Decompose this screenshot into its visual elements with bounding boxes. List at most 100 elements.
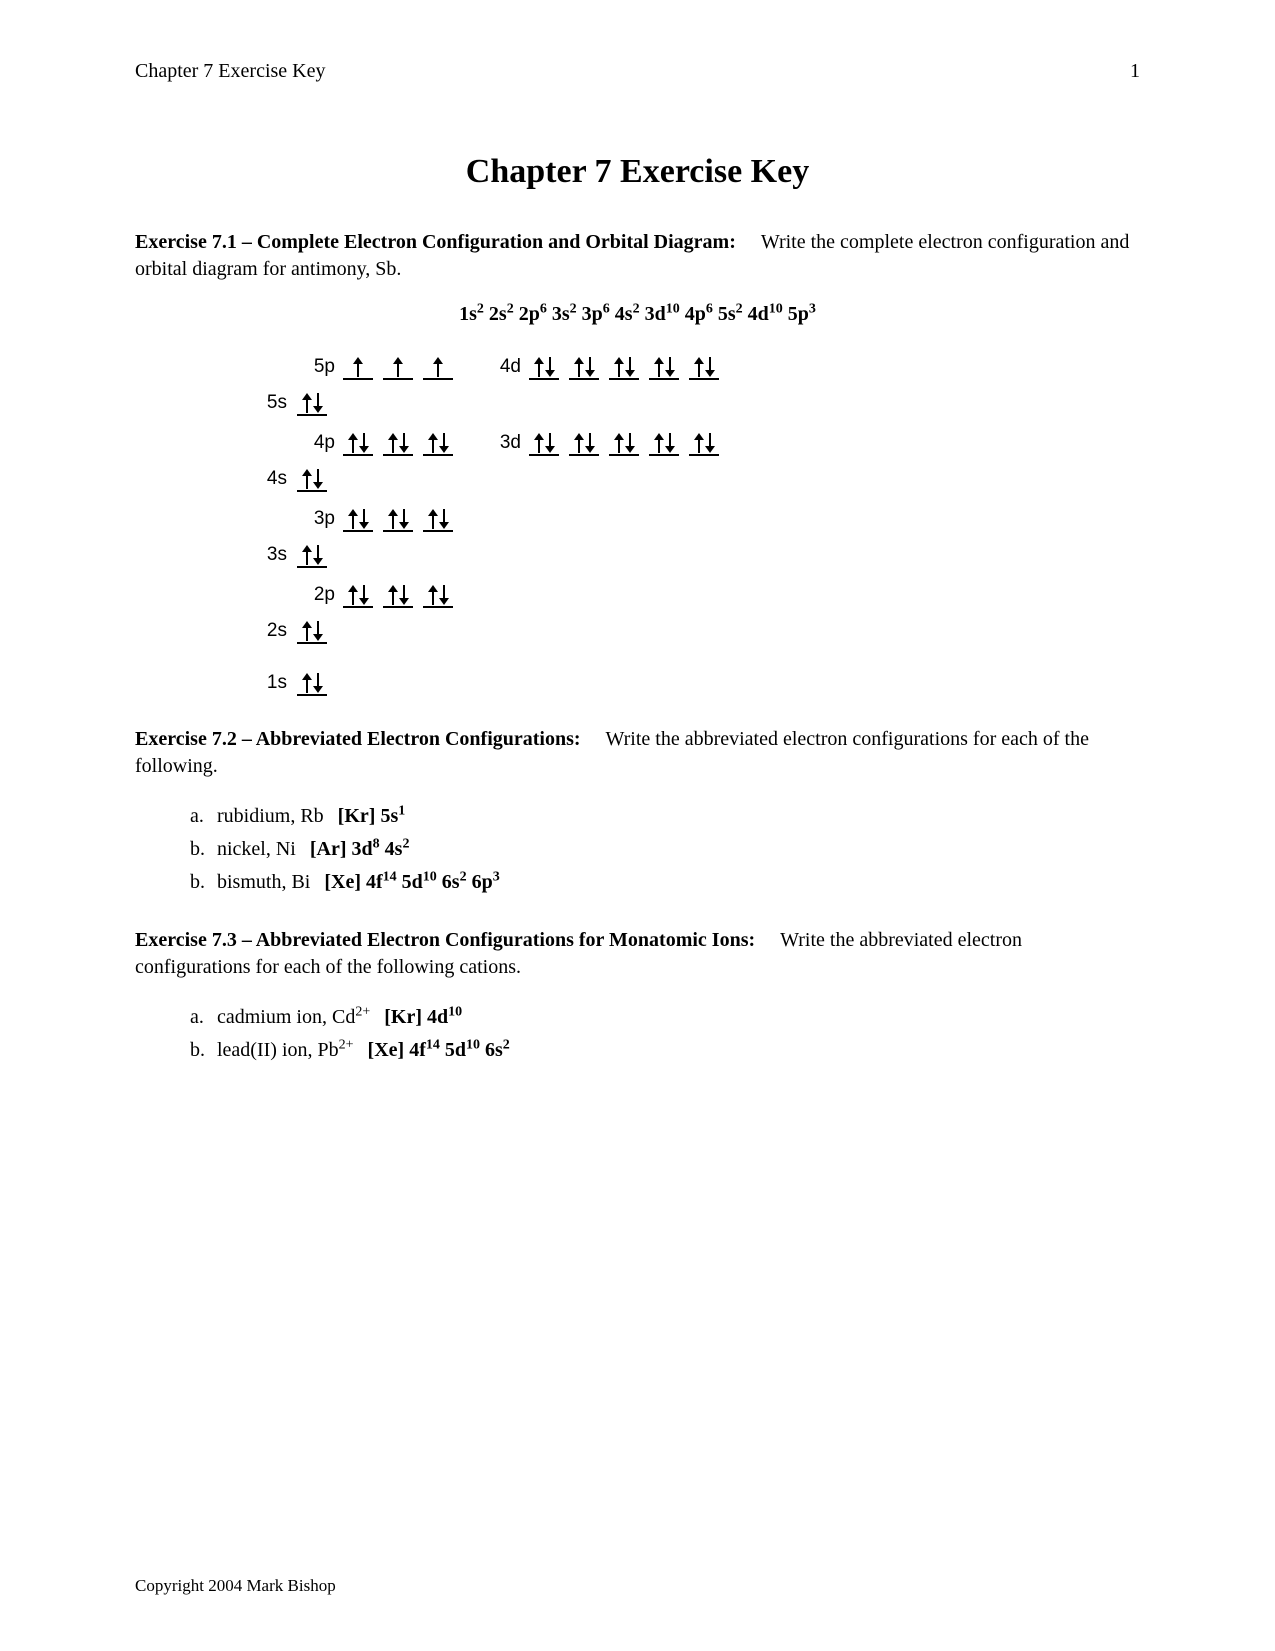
econfig-term: 3d10 — [645, 303, 680, 325]
electron-down-icon — [313, 673, 323, 693]
electron-up-icon — [388, 585, 398, 605]
orbital-label: 4p — [303, 432, 335, 456]
orbital-group — [297, 387, 327, 416]
orbital-diagram: 5p4d5s4p3d4s3p3s2p2s1s — [255, 346, 1140, 696]
exercise-7-2-answers: a. rubidium, Rb [Kr] 5s1 b. nickel, Ni[Ar]… — [190, 800, 1140, 899]
item-letter: b. — [190, 833, 212, 866]
orbital-box — [297, 667, 327, 696]
electron-up-icon — [302, 621, 312, 641]
electron-up-icon — [654, 433, 664, 453]
econfig-term: 5s2 — [718, 303, 743, 325]
header-left: Chapter 7 Exercise Key — [135, 60, 325, 83]
electron-down-icon — [585, 433, 595, 453]
orbital-label: 3d — [489, 432, 521, 456]
exercise-7-3: Exercise 7.3 – Abbreviated Electron Conf… — [135, 927, 1140, 981]
orbital-box — [383, 579, 413, 608]
item-name: nickel, Ni — [217, 838, 296, 860]
orbital-label: 2p — [303, 584, 335, 608]
electron-up-icon — [614, 433, 624, 453]
electron-up-icon — [433, 357, 443, 377]
orbital-row: 4p 3d — [255, 422, 1140, 456]
orbital-box — [343, 579, 373, 608]
econfig-term: 5p3 — [788, 303, 816, 325]
electron-down-icon — [359, 509, 369, 529]
page-header: Chapter 7 Exercise Key 1 — [135, 60, 1140, 83]
orbital-row: 3p — [255, 498, 1140, 532]
orbital-box — [343, 351, 373, 380]
electron-down-icon — [705, 357, 715, 377]
orbital-label: 3p — [303, 508, 335, 532]
orbital-box — [383, 427, 413, 456]
electron-up-icon — [388, 509, 398, 529]
orbital-row: 2p — [255, 574, 1140, 608]
electron-configuration: 1s2 2s2 2p6 3s2 3p6 4s2 3d10 4p6 5s2 4d1… — [135, 303, 1140, 326]
orbital-label: 3s — [255, 544, 289, 568]
econfig-term: 2p6 — [519, 303, 547, 325]
econfig-term: 3p6 — [582, 303, 610, 325]
electron-up-icon — [302, 393, 312, 413]
answer-config: [Xe] 4f14 5d10 6s2 — [368, 1039, 510, 1061]
orbital-group — [529, 351, 719, 380]
orbital-box — [609, 351, 639, 380]
orbital-group — [343, 351, 453, 380]
orbital-label: 1s — [255, 672, 289, 696]
answer-config: [Kr] 5s1 — [338, 805, 406, 827]
orbital-box — [423, 503, 453, 532]
electron-down-icon — [545, 357, 555, 377]
answer-item: a. rubidium, Rb [Kr] 5s1 — [190, 800, 1140, 833]
electron-up-icon — [348, 433, 358, 453]
electron-down-icon — [665, 357, 675, 377]
exercise-title: Exercise 7.1 – Complete Electron Configu… — [135, 231, 736, 253]
electron-up-icon — [388, 433, 398, 453]
orbital-group — [297, 463, 327, 492]
answer-item: b. bismuth, Bi[Xe] 4f14 5d10 6s2 6p3 — [190, 866, 1140, 899]
orbital-box — [569, 351, 599, 380]
orbital-box — [649, 351, 679, 380]
electron-down-icon — [313, 545, 323, 565]
electron-down-icon — [359, 433, 369, 453]
orbital-box — [297, 615, 327, 644]
item-name: lead(II) ion, Pb2+ — [212, 1039, 354, 1061]
electron-down-icon — [625, 357, 635, 377]
electron-up-icon — [348, 509, 358, 529]
orbital-box — [297, 539, 327, 568]
electron-up-icon — [534, 357, 544, 377]
electron-up-icon — [574, 357, 584, 377]
orbital-row: 3s — [255, 534, 1140, 568]
d-orbital-group: 4d — [489, 351, 719, 380]
electron-up-icon — [574, 433, 584, 453]
electron-down-icon — [359, 585, 369, 605]
d-orbital-group: 3d — [489, 427, 719, 456]
answer-item: b. nickel, Ni[Ar] 3d8 4s2 — [190, 833, 1140, 866]
item-letter: a. — [190, 800, 212, 833]
orbital-row: 5p4d — [255, 346, 1140, 380]
answer-item: b. lead(II) ion, Pb2+[Xe] 4f14 5d10 6s2 — [190, 1034, 1140, 1067]
answer-config: [Kr] 4d10 — [384, 1006, 462, 1028]
electron-up-icon — [428, 585, 438, 605]
orbital-box — [343, 503, 373, 532]
econfig-term: 4p6 — [685, 303, 713, 325]
electron-up-icon — [428, 509, 438, 529]
orbital-group — [343, 579, 453, 608]
electron-up-icon — [654, 357, 664, 377]
copyright-footer: Copyright 2004 Mark Bishop — [135, 1576, 336, 1596]
electron-down-icon — [313, 621, 323, 641]
orbital-box — [383, 351, 413, 380]
electron-down-icon — [313, 393, 323, 413]
page: Chapter 7 Exercise Key 1 Chapter 7 Exerc… — [0, 0, 1275, 1651]
orbital-box — [343, 427, 373, 456]
orbital-row: 1s — [255, 662, 1140, 696]
page-number: 1 — [1130, 60, 1140, 83]
electron-up-icon — [302, 673, 312, 693]
orbital-box — [689, 351, 719, 380]
exercise-title: Exercise 7.2 – Abbreviated Electron Conf… — [135, 728, 581, 750]
electron-down-icon — [439, 509, 449, 529]
exercise-7-1: Exercise 7.1 – Complete Electron Configu… — [135, 229, 1140, 283]
orbital-box — [297, 387, 327, 416]
item-name: rubidium, Rb — [217, 805, 324, 827]
orbital-group — [297, 615, 327, 644]
electron-up-icon — [302, 469, 312, 489]
item-letter: b. — [190, 866, 212, 899]
econfig-term: 4d10 — [748, 303, 783, 325]
exercise-title: Exercise 7.3 – Abbreviated Electron Conf… — [135, 929, 755, 951]
